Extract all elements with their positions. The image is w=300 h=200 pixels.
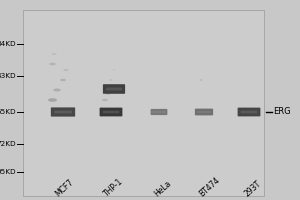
Ellipse shape: [102, 99, 108, 101]
FancyBboxPatch shape: [238, 108, 260, 116]
Ellipse shape: [109, 79, 113, 81]
FancyBboxPatch shape: [197, 111, 211, 113]
Text: HeLa: HeLa: [153, 178, 173, 198]
FancyBboxPatch shape: [106, 88, 122, 90]
FancyBboxPatch shape: [54, 111, 72, 113]
FancyBboxPatch shape: [100, 108, 122, 116]
Ellipse shape: [112, 69, 116, 71]
FancyBboxPatch shape: [153, 111, 165, 113]
FancyBboxPatch shape: [151, 109, 167, 115]
FancyBboxPatch shape: [103, 84, 125, 94]
Ellipse shape: [49, 63, 56, 65]
Ellipse shape: [60, 79, 66, 81]
Ellipse shape: [63, 69, 69, 71]
FancyBboxPatch shape: [195, 109, 213, 115]
Text: 95KD: 95KD: [0, 169, 16, 175]
FancyBboxPatch shape: [241, 111, 257, 113]
FancyBboxPatch shape: [51, 107, 75, 117]
Text: THP-1: THP-1: [102, 176, 124, 198]
Text: MCF7: MCF7: [54, 177, 76, 198]
Text: 34KD: 34KD: [0, 41, 16, 47]
Ellipse shape: [48, 98, 57, 102]
Text: 293T: 293T: [243, 179, 263, 198]
FancyBboxPatch shape: [103, 111, 119, 113]
Text: 55KD: 55KD: [0, 109, 16, 115]
Ellipse shape: [106, 93, 110, 95]
Bar: [22, 10, 264, 196]
Ellipse shape: [200, 79, 202, 81]
Ellipse shape: [51, 53, 57, 55]
Text: BT474: BT474: [198, 175, 222, 198]
Text: ERG: ERG: [273, 108, 291, 116]
Text: 72KD: 72KD: [0, 141, 16, 147]
Text: 43KD: 43KD: [0, 73, 16, 79]
Ellipse shape: [53, 88, 61, 91]
